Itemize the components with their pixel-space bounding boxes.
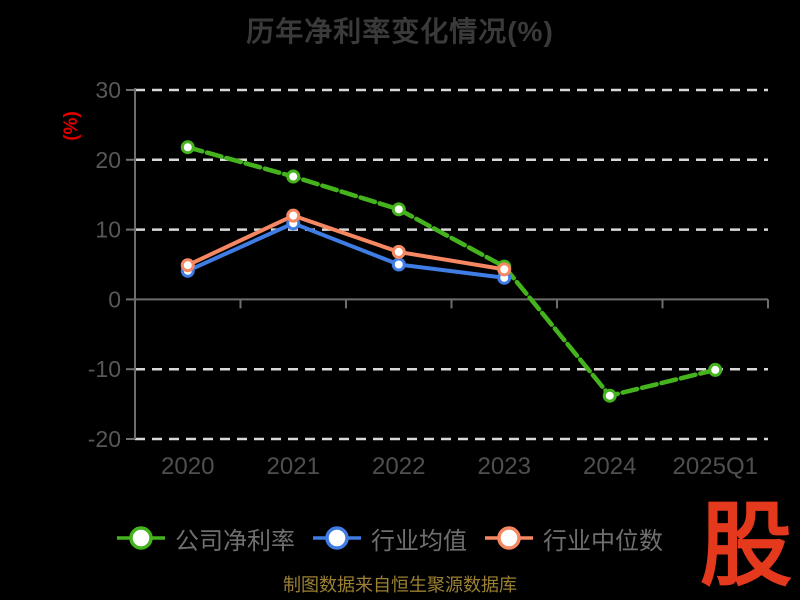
series-line-1 [185,144,718,398]
y-tick-label: 30 [95,77,121,103]
legend: 公司净利率 行业均值 行业中位数 [116,517,663,559]
data-point-marker [391,202,406,217]
x-tick-label: 2020 [161,453,214,480]
legend-label: 行业中位数 [543,527,663,555]
y-tick-label: 20 [95,147,121,173]
data-point-marker [180,258,195,273]
data-point-marker [391,257,406,272]
y-tick-label: -20 [88,426,121,452]
legend-label: 公司净利率 [175,527,295,555]
data-point-marker [391,244,406,259]
series-line-2 [185,221,507,280]
legend-label: 行业均值 [371,527,467,555]
legend-item-2[interactable]: 行业均值 [312,518,467,558]
y-tick-label: -10 [88,356,121,382]
source-note: 制图数据来自恒生聚源数据库 [283,575,517,595]
data-point-marker [180,140,195,155]
legend-item-1[interactable]: 公司净利率 [116,518,295,558]
line-chart-plot: 30 20 10 0 -10 -20 2020 2021 2022 2023 2024 2025Q1 [88,77,769,480]
x-tick-label: 2022 [372,453,425,480]
x-tick-label: 2024 [583,453,636,480]
data-point-marker [497,262,512,277]
y-tick-label: 10 [95,217,121,243]
series-line-3 [185,213,507,272]
data-point-marker [286,208,301,223]
x-tick-label: 2025Q1 [673,453,758,480]
x-tick-label: 2021 [267,453,320,480]
legend-marker-icon [485,526,533,550]
chart-title: 历年净利率变化情况(%) [246,16,554,47]
data-point-marker [708,362,723,377]
data-point-marker [602,388,617,403]
legend-item-3[interactable]: 行业中位数 [484,518,663,558]
brand-logo: 股 [699,495,792,597]
legend-marker-icon [313,526,361,550]
data-point-marker [286,169,301,184]
x-tick-label: 2023 [478,453,531,480]
y-tick-label: 0 [108,286,121,312]
legend-marker-icon [117,526,165,550]
